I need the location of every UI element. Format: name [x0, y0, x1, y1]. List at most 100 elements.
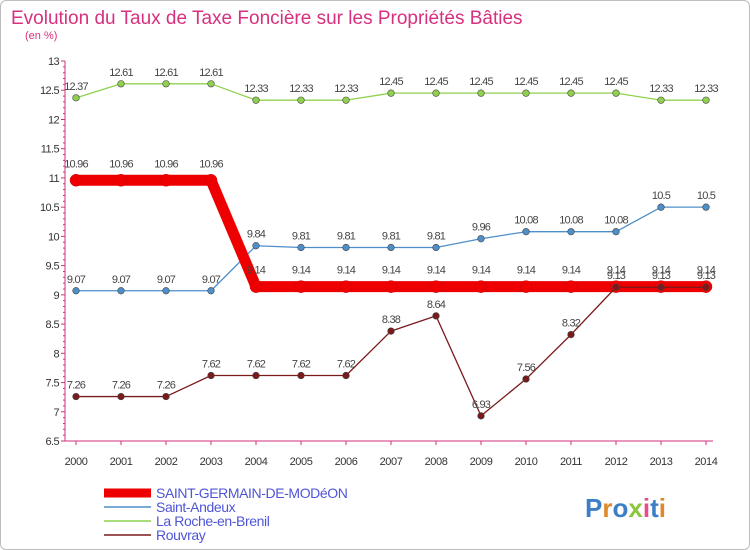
y-tick-label: 11.5 [41, 144, 60, 156]
legend-label: Rouvray [156, 527, 206, 543]
data-point [297, 243, 305, 252]
data-label: 12.33 [694, 83, 718, 95]
y-tick-label: 8.5 [46, 319, 60, 331]
data-label: 7.26 [157, 380, 176, 392]
data-point [117, 287, 125, 295]
data-point [342, 371, 350, 380]
data-point [612, 228, 620, 236]
series-rouvray [72, 283, 710, 420]
data-label: 7.26 [67, 380, 86, 392]
data-label: 9.07 [67, 274, 86, 286]
legend-item-saint-andeux: Saint-Andeux [104, 499, 236, 515]
legend-item-saint-germain-de-modeon: SAINT-GERMAIN-DE-MODéON [104, 485, 348, 501]
data-point [612, 89, 620, 97]
y-axis-ticks: 6.5 7 7.5 8 8.5 9 9.5 10 10.5 11 11.5 12 12.5 13 [40, 56, 65, 448]
data-point [387, 243, 395, 252]
data-label: 10.96 [64, 158, 88, 170]
x-tick-label: 2005 [290, 456, 313, 468]
data-label: 9.96 [472, 222, 491, 234]
data-label: 12.33 [289, 83, 313, 95]
data-label: 9.81 [292, 230, 311, 242]
data-label: 12.33 [334, 83, 358, 95]
legend-label: SAINT-GERMAIN-DE-MODéON [156, 485, 347, 501]
data-label: 9.14 [337, 265, 356, 277]
data-label: 12.45 [379, 76, 403, 88]
data-point [204, 174, 218, 187]
data-point [567, 89, 575, 97]
data-point [657, 203, 665, 211]
x-tick-label: 2011 [560, 456, 582, 468]
x-tick-label: 2004 [245, 456, 268, 468]
data-point [519, 280, 533, 293]
legend-item-rouvray: Rouvray [104, 527, 206, 543]
data-labels: 12.37 12.61 12.61 12.61 12.33 12.33 12.33 12.45… [64, 67, 719, 411]
data-point [657, 96, 665, 104]
data-label: 7.62 [247, 359, 266, 371]
data-point [297, 371, 305, 380]
data-point [252, 242, 260, 250]
data-label: 12.45 [514, 76, 538, 88]
data-label: 12.33 [649, 83, 673, 95]
data-point [522, 89, 530, 97]
data-point [252, 371, 260, 380]
data-label: 8.38 [382, 314, 401, 326]
chart-subtitle: (en %) [25, 30, 57, 42]
data-point [522, 375, 530, 383]
data-label: 9.07 [157, 274, 176, 286]
data-point [342, 96, 350, 104]
x-tick-label: 2014 [695, 456, 718, 468]
y-tick-label: 10.5 [40, 202, 59, 214]
data-label: 12.45 [559, 76, 583, 88]
y-tick-label: 12.5 [40, 85, 59, 97]
data-point [657, 283, 665, 291]
data-point [702, 203, 710, 211]
chart-title: Evolution du Taux de Taxe Foncière sur l… [11, 8, 523, 29]
data-point [162, 287, 170, 295]
data-point [207, 287, 215, 295]
data-label: 10.08 [514, 215, 538, 227]
data-point [387, 89, 395, 97]
data-point [207, 371, 215, 380]
data-point [477, 412, 485, 420]
data-label: 6.93 [472, 399, 491, 411]
x-tick-label: 2010 [515, 456, 538, 468]
data-label: 9.81 [427, 230, 446, 242]
data-label: 7.62 [337, 359, 356, 371]
data-point [474, 280, 488, 293]
data-point [117, 392, 125, 401]
x-tick-label: 2012 [605, 456, 628, 468]
data-label: 10.08 [559, 215, 583, 227]
data-point [702, 96, 710, 104]
data-point [72, 94, 80, 102]
data-point [342, 243, 350, 252]
data-label: 12.37 [64, 81, 88, 93]
logo-letter-o: o [612, 493, 628, 523]
x-tick-label: 2013 [650, 456, 673, 468]
data-label: 9.81 [382, 230, 401, 242]
data-label: 9.14 [247, 265, 266, 277]
x-tick-label: 2003 [200, 456, 223, 468]
data-label: 9.81 [337, 230, 356, 242]
data-label: 10.5 [697, 190, 716, 202]
data-point [477, 89, 485, 97]
data-point [294, 280, 308, 293]
x-tick-label: 2009 [470, 456, 493, 468]
data-label: 9.14 [562, 265, 581, 277]
y-tick-label: 7.5 [46, 378, 60, 390]
data-label: 9.13 [697, 270, 716, 282]
data-point [114, 174, 128, 187]
data-label: 9.14 [472, 265, 491, 277]
data-label: 9.13 [607, 270, 626, 282]
data-label: 9.13 [652, 270, 671, 282]
data-point [297, 96, 305, 104]
data-label: 12.61 [154, 67, 178, 79]
x-tick-label: 2008 [425, 456, 448, 468]
data-label: 8.64 [427, 299, 446, 311]
data-point [72, 392, 80, 401]
data-point [162, 392, 170, 401]
y-tick-label: 6.5 [46, 436, 60, 448]
data-point [117, 80, 125, 88]
y-tick-label: 11 [49, 173, 60, 185]
logo-letter-i-2: i [659, 493, 666, 523]
